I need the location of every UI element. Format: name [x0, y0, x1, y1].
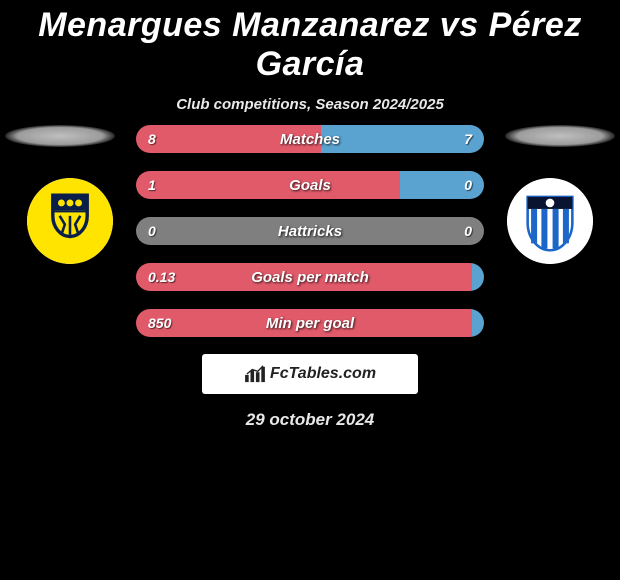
stats-table: 87Matches 10Goals 00Hattricks 0.13Goals per… — [136, 125, 484, 355]
stat-row: 850Min per goal — [136, 309, 484, 337]
stat-value-left: 850 — [136, 309, 472, 337]
stat-row: 87Matches — [136, 125, 484, 153]
stat-value-left: 0.13 — [136, 263, 472, 291]
stat-row: 10Goals — [136, 171, 484, 199]
stat-value-left: 8 — [136, 125, 321, 153]
stat-value-right — [472, 309, 484, 337]
stat-value-right: 0 — [400, 171, 484, 199]
stat-row: 00Hattricks — [136, 217, 484, 245]
stat-row: 0.13Goals per match — [136, 263, 484, 291]
stat-bar: 850 — [136, 309, 484, 337]
stat-value-right — [472, 263, 484, 291]
stat-bar: 10 — [136, 171, 484, 199]
villarreal-badge — [27, 178, 113, 264]
brand-text: FcTables.com — [270, 365, 376, 383]
left-badge-shadow — [5, 125, 115, 147]
stat-value-right: 7 — [321, 125, 484, 153]
stat-bar: 00 — [136, 217, 484, 245]
right-badge-shadow — [505, 125, 615, 147]
stat-value-left: 0 — [136, 217, 310, 245]
stat-bar: 0.13 — [136, 263, 484, 291]
page-title: Menargues Manzanarez vs Pérez García — [0, 0, 620, 84]
villarreal-crest-icon — [27, 178, 113, 264]
stat-bar: 87 — [136, 125, 484, 153]
stat-value-left: 1 — [136, 171, 400, 199]
brand-box[interactable]: FcTables.com — [202, 354, 418, 394]
date-label: 29 october 2024 — [0, 410, 620, 430]
stat-value-right: 0 — [310, 217, 484, 245]
alcoyano-crest-icon — [507, 178, 593, 264]
comparison-card: Menargues Manzanarez vs Pérez García Clu… — [0, 0, 620, 580]
alcoyano-badge — [507, 178, 593, 264]
bars-icon — [244, 365, 266, 383]
subtitle: Club competitions, Season 2024/2025 — [0, 96, 620, 113]
